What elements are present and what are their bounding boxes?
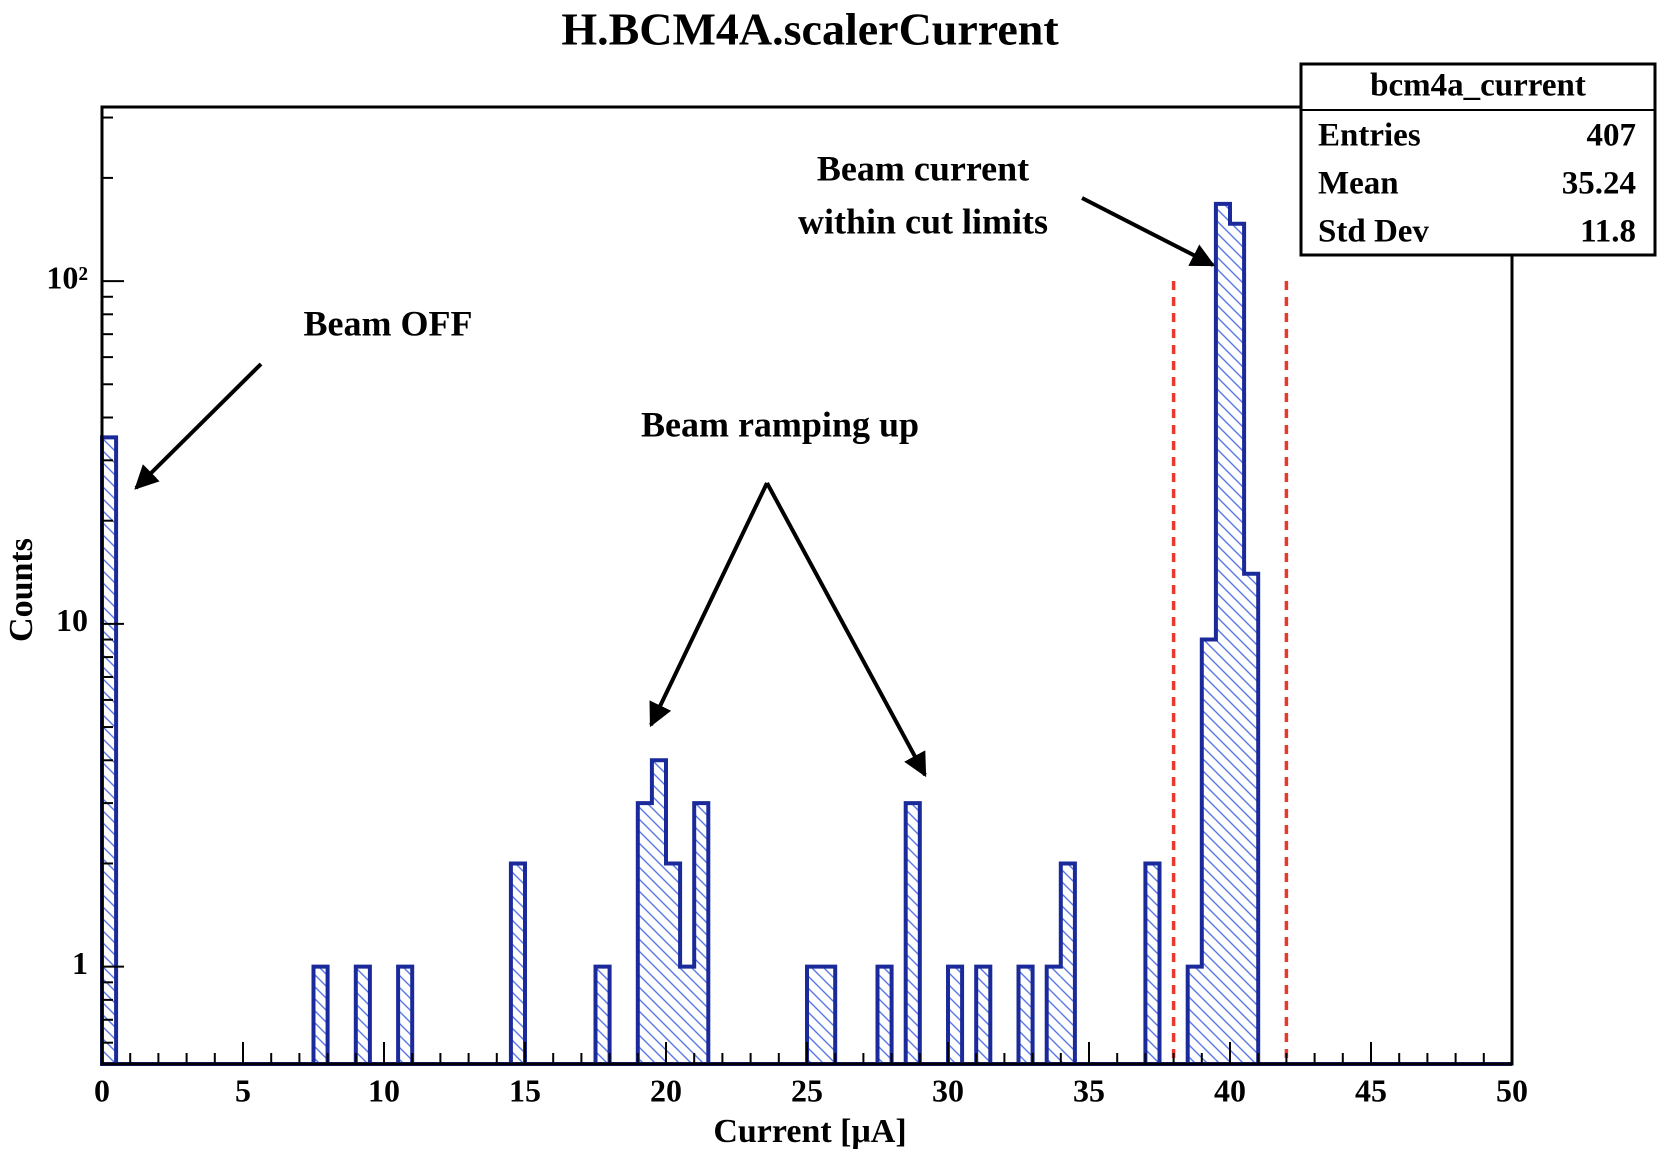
bar xyxy=(510,863,525,1064)
stats-title: bcm4a_current xyxy=(1370,68,1586,104)
frame xyxy=(100,105,1514,1066)
annotation: Beam current xyxy=(817,148,1029,188)
bar xyxy=(877,966,892,1064)
bar xyxy=(1145,863,1160,1064)
x-axis-title: Current [μA] xyxy=(713,1113,906,1150)
x-tick-label: 40 xyxy=(1214,1072,1246,1108)
bar xyxy=(651,760,666,1064)
y-tick-label: 10² xyxy=(46,259,88,295)
annotation: within cut limits xyxy=(798,201,1048,241)
histogram-outline xyxy=(100,201,1512,1066)
bar xyxy=(694,803,709,1064)
x-tick-label: 35 xyxy=(1073,1072,1105,1108)
stats-value: 11.8 xyxy=(1580,214,1636,250)
stats-label: Entries xyxy=(1318,118,1421,154)
annotation: Beam OFF xyxy=(304,303,473,343)
bar xyxy=(355,966,370,1064)
bar xyxy=(905,803,920,1064)
x-tick-label: 10 xyxy=(368,1072,400,1108)
bar xyxy=(1018,966,1033,1064)
x-tick-label: 0 xyxy=(94,1072,110,1108)
bar xyxy=(595,966,610,1064)
stats-box: bcm4a_current Entries 407 Mean 35.24 Std… xyxy=(1299,62,1657,257)
bar xyxy=(666,863,681,1064)
arrow xyxy=(765,482,927,778)
x-tick-label: 15 xyxy=(509,1072,541,1108)
chart-title: H.BCM4A.scalerCurrent xyxy=(561,4,1059,55)
y-tick-label: 10 xyxy=(56,602,88,638)
x-tick-label: 5 xyxy=(235,1072,251,1108)
x-tick-label: 30 xyxy=(932,1072,964,1108)
bar xyxy=(976,966,991,1064)
arrow xyxy=(134,362,263,490)
annotation: Beam ramping up xyxy=(641,404,919,444)
x-tick-label: 50 xyxy=(1496,1072,1528,1108)
stats-value: 407 xyxy=(1587,118,1637,154)
y-axis-title: Counts xyxy=(3,538,40,642)
stats-value: 35.24 xyxy=(1562,166,1636,202)
plot-area: 0 5 10 15 20 25 30 35 40 45 50 1 10 10² xyxy=(46,116,1528,1108)
bar xyxy=(821,966,836,1064)
bar xyxy=(102,437,117,1064)
bar xyxy=(948,966,963,1064)
bar xyxy=(637,803,652,1064)
arrow xyxy=(649,482,769,728)
bar xyxy=(1215,203,1230,1065)
bar xyxy=(398,966,413,1064)
bar xyxy=(313,966,328,1064)
bar xyxy=(1244,573,1259,1064)
bar xyxy=(1230,223,1245,1065)
arrow xyxy=(1081,196,1216,267)
annotations: Beam OFF Beam ramping up Beam current wi… xyxy=(134,148,1216,778)
bar xyxy=(1060,863,1075,1064)
stats-frame xyxy=(1299,62,1657,257)
x-tick-label: 25 xyxy=(791,1072,823,1108)
x-tick-label: 45 xyxy=(1355,1072,1387,1108)
bar xyxy=(1201,639,1216,1064)
bar xyxy=(1187,966,1202,1064)
x-tick-label: 20 xyxy=(650,1072,682,1108)
bar xyxy=(807,966,822,1064)
y-tick-label: 1 xyxy=(72,945,88,981)
stats-label: Mean xyxy=(1318,166,1399,202)
bar xyxy=(680,966,695,1064)
bar xyxy=(1046,966,1061,1064)
stats-label: Std Dev xyxy=(1318,214,1429,250)
